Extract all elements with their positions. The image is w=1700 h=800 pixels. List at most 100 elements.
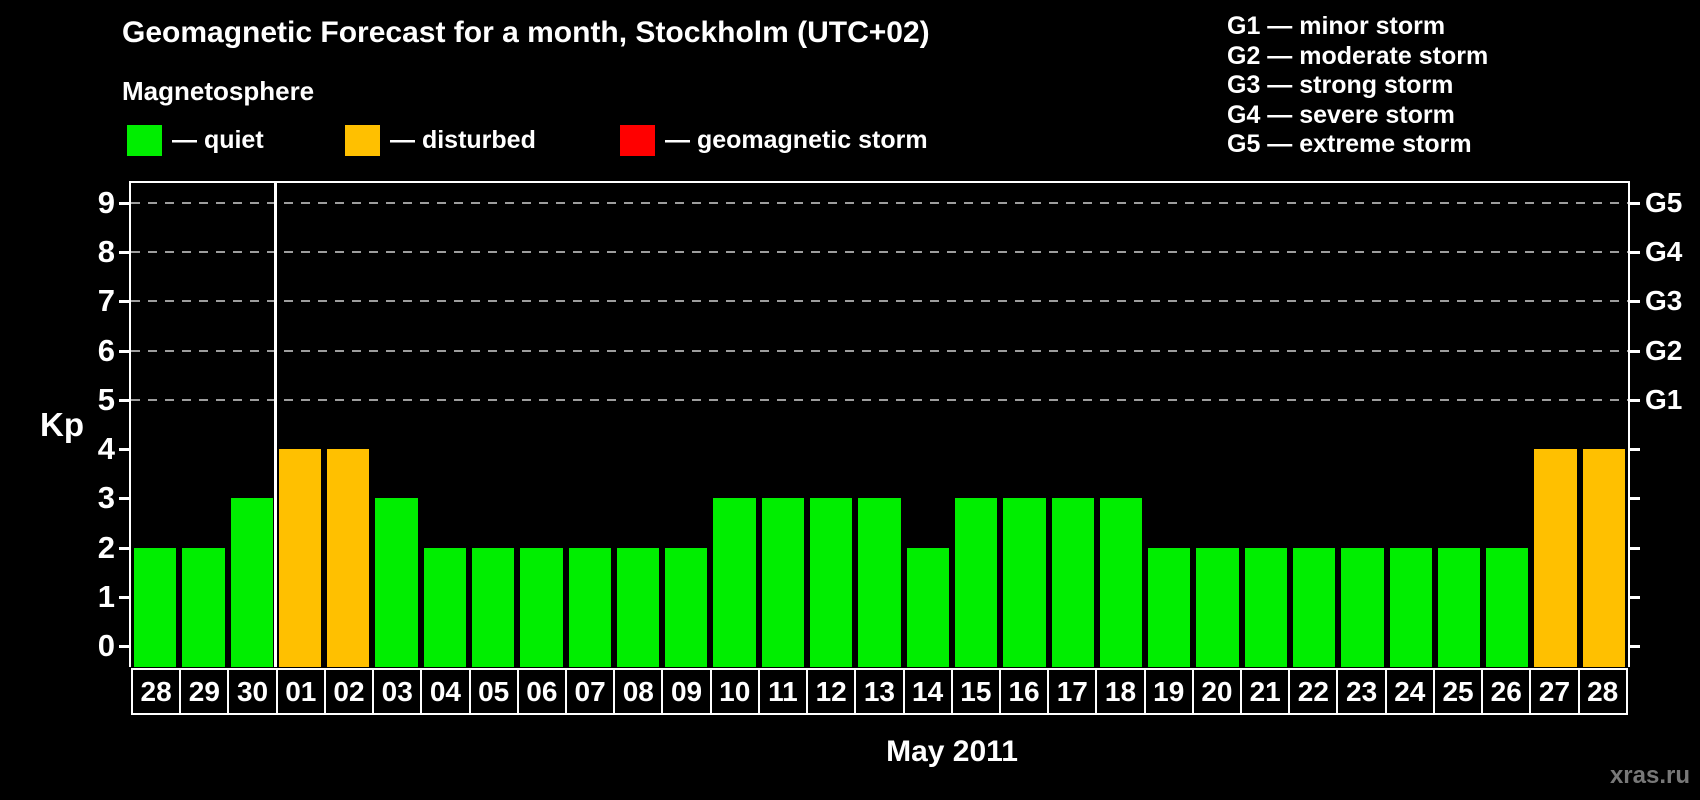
kp-bar-day-12 [810, 498, 853, 667]
kp-bar-day-20 [1196, 547, 1239, 667]
y-tick-label-6: 6 [97, 332, 115, 368]
date-label-23-21: 21 [1240, 668, 1291, 715]
chart-title: Geomagnetic Forecast for a month, Stockh… [122, 16, 930, 49]
legend-item-quiet: — quiet [127, 124, 264, 156]
legend-item-disturbed: — disturbed [345, 124, 536, 156]
date-label-4-02: 02 [323, 668, 375, 715]
right-axis-label-g2: G2 [1645, 334, 1683, 366]
y-tick-label-2: 2 [97, 529, 115, 565]
kp-bar-day-25 [1437, 547, 1481, 667]
legend-label-quiet: — quiet [172, 126, 264, 154]
kp-bar-day-26 [1486, 547, 1529, 667]
x-axis-title: May 2011 [886, 735, 1018, 768]
date-label-12-10: 10 [709, 668, 760, 715]
kp-bar-day-15 [954, 498, 998, 667]
plot-area [131, 183, 1628, 667]
date-label-0-28: 28 [131, 668, 182, 715]
storm-scale-legend: G1 — minor storm G2 — moderate storm G3 … [1227, 12, 1488, 160]
date-label-24-22: 22 [1288, 668, 1339, 715]
storm-scale-g1: G1 — minor storm [1227, 12, 1446, 40]
quiet-color-swatch [127, 124, 162, 156]
storm-scale-g2: G2 — moderate storm [1227, 41, 1489, 70]
kp-bar-day-06 [520, 547, 563, 667]
date-label-13-11: 11 [757, 668, 809, 715]
y-tick-label-8: 8 [97, 234, 115, 269]
month-separator-line [274, 183, 277, 667]
date-label-18-16: 16 [998, 668, 1050, 715]
date-label-9-07: 07 [564, 668, 616, 715]
gridline-kp-9 [131, 201, 1628, 204]
date-label-17-15: 15 [950, 668, 1001, 715]
y-tick-label-9: 9 [97, 184, 115, 220]
kp-bar-day-27 [1534, 449, 1577, 667]
y-axis-title: Kp [40, 406, 84, 443]
right-axis-label-g1: G1 [1645, 383, 1683, 415]
date-label-20-18: 18 [1095, 668, 1146, 715]
kp-bar-day-19 [1148, 547, 1191, 667]
y-axis-line-right [1628, 181, 1630, 667]
kp-bar-day-04 [423, 547, 467, 667]
date-label-5-03: 03 [372, 668, 423, 715]
storm-scale-g4: G4 — severe storm [1227, 100, 1455, 129]
y-tick-label-0: 0 [97, 628, 115, 663]
date-label-25-23: 23 [1336, 668, 1387, 715]
disturbed-color-swatch [345, 124, 380, 156]
date-label-2-30: 30 [227, 668, 278, 715]
date-label-3-01: 01 [275, 668, 326, 715]
y-axis-line-left [129, 181, 131, 667]
gridline-kp-6 [131, 349, 1628, 352]
kp-bar-day-08 [616, 547, 660, 667]
kp-bar-day-13 [858, 498, 901, 667]
kp-bar-day-21 [1244, 547, 1287, 667]
y-tick-label-7: 7 [97, 283, 115, 319]
date-label-7-05: 05 [468, 668, 519, 715]
date-label-11-09: 09 [661, 668, 712, 715]
watermark: xras.ru [1609, 762, 1690, 789]
date-label-27-25: 25 [1432, 668, 1484, 715]
right-axis-label-g5: G5 [1645, 186, 1683, 218]
gridline-kp-7 [131, 300, 1628, 303]
kp-bar-day-22 [1292, 547, 1336, 667]
kp-bar-day-28 [1582, 449, 1625, 667]
date-axis: 28 29 30 01 02 03 04 05 06 07 08 09 10 11 12 13 14 15 16 17… [131, 668, 1628, 715]
right-axis-label-g3: G3 [1645, 285, 1683, 317]
legend-label-storm: — geomagnetic storm [665, 126, 928, 154]
kp-bar-day-29 [182, 547, 225, 667]
kp-bar-day-10 [713, 498, 756, 667]
plot-top-border [129, 181, 1630, 183]
date-label-1-29: 29 [179, 668, 230, 715]
legend-item-storm: — geomagnetic storm [620, 124, 928, 156]
gridline-kp-5 [131, 398, 1628, 401]
kp-bar-day-02 [327, 449, 370, 667]
chart-subtitle: Magnetosphere [122, 76, 315, 106]
right-axis-label-g4: G4 [1645, 236, 1683, 267]
kp-bar-day-11 [761, 498, 805, 667]
kp-bar-day-09 [665, 547, 708, 667]
storm-color-swatch [620, 124, 655, 156]
date-label-15-13: 13 [854, 668, 905, 715]
kp-bar-day-28 [134, 547, 177, 667]
kp-bar-day-03 [375, 498, 418, 667]
kp-bar-day-18 [1099, 498, 1143, 667]
date-label-21-19: 19 [1143, 668, 1194, 715]
gridline-kp-8 [131, 251, 1628, 253]
date-label-6-04: 04 [420, 668, 471, 715]
date-label-26-24: 24 [1384, 668, 1435, 715]
kp-bar-day-14 [906, 547, 949, 667]
date-label-22-20: 20 [1191, 668, 1243, 715]
date-label-29-27: 27 [1529, 668, 1580, 715]
kp-bar-day-16 [1003, 498, 1046, 667]
date-label-16-14: 14 [902, 668, 953, 715]
date-label-28-26: 26 [1481, 668, 1532, 715]
date-label-10-08: 08 [613, 668, 664, 715]
legend-label-disturbed: — disturbed [390, 126, 536, 154]
storm-scale-g5: G5 — extreme storm [1227, 130, 1472, 158]
kp-bar-day-23 [1341, 547, 1384, 667]
y-tick-label-3: 3 [97, 480, 115, 516]
kp-bar-day-01 [278, 449, 322, 667]
kp-bar-day-24 [1389, 547, 1432, 667]
date-label-14-12: 12 [806, 668, 857, 715]
date-label-30-28: 28 [1577, 668, 1628, 715]
kp-bar-day-07 [568, 547, 611, 667]
